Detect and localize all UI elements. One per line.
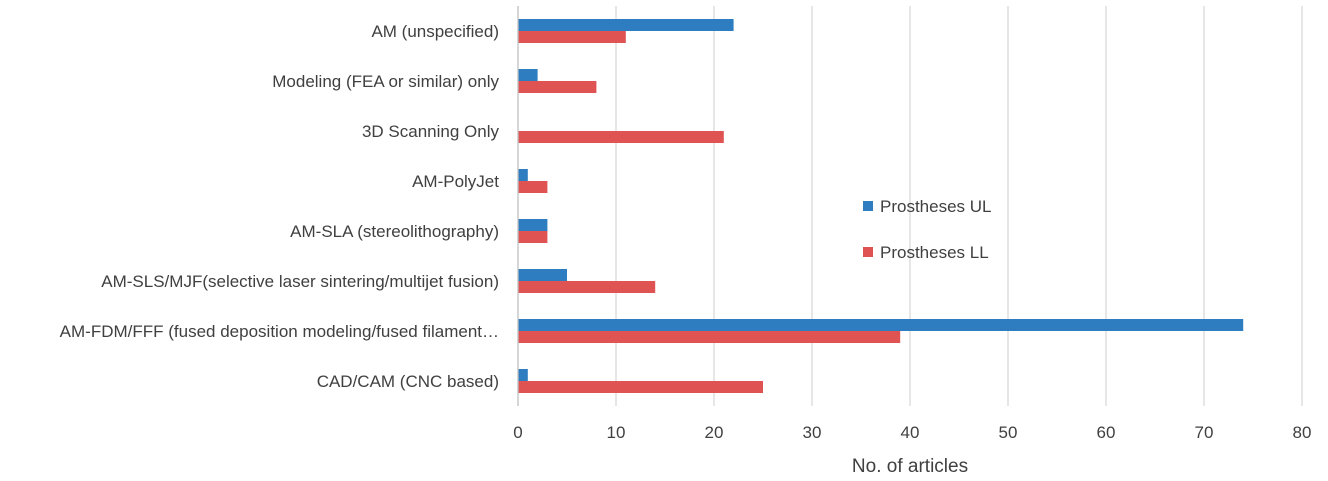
- legend: Prostheses UL Prostheses LL: [863, 197, 992, 262]
- category-label: 3D Scanning Only: [362, 122, 500, 141]
- bar-ll: [518, 31, 626, 43]
- x-tick-label: 50: [999, 423, 1018, 442]
- bar-ll: [518, 281, 656, 293]
- legend-label: Prostheses LL: [880, 243, 989, 262]
- gridlines: [615, 6, 1303, 406]
- bar-ll: [518, 381, 763, 393]
- category-label: Modeling (FEA or similar) only: [272, 72, 499, 91]
- bar-ul: [518, 69, 538, 81]
- category-label: CAD/CAM (CNC based): [317, 372, 499, 391]
- category-label: AM-FDM/FFF (fused deposition modeling/fu…: [60, 322, 499, 341]
- bar-ll: [518, 331, 901, 343]
- category-label: AM-SLA (stereolithography): [290, 222, 499, 241]
- x-tick-labels: 0 10 20 30 40 50 60 70 80: [513, 423, 1311, 442]
- bars: [518, 19, 1244, 393]
- category-label: AM-SLS/MJF(selective laser sintering/mul…: [101, 272, 499, 291]
- x-tick-label: 80: [1293, 423, 1312, 442]
- bar-ll: [518, 231, 548, 243]
- x-tick-label: 0: [513, 423, 522, 442]
- x-tick-label: 60: [1097, 423, 1116, 442]
- bar-ll: [518, 131, 724, 143]
- category-labels: AM (unspecified) Modeling (FEA or similar…: [60, 22, 500, 391]
- x-axis-title: No. of articles: [852, 456, 968, 477]
- bar-ll: [518, 81, 597, 93]
- legend-swatch: [863, 201, 873, 211]
- bar-ul: [518, 169, 528, 181]
- bar-ul: [518, 369, 528, 381]
- bar-ul: [518, 219, 548, 231]
- x-tick-label: 10: [607, 423, 626, 442]
- x-tick-label: 20: [705, 423, 724, 442]
- bar-ul: [518, 319, 1244, 331]
- bar-ll: [518, 181, 548, 193]
- bar-ul: [518, 19, 734, 31]
- x-tick-label: 40: [901, 423, 920, 442]
- x-tick-label: 30: [803, 423, 822, 442]
- legend-swatch: [863, 247, 873, 257]
- bar-ul: [518, 269, 567, 281]
- x-tick-label: 70: [1195, 423, 1214, 442]
- legend-label: Prostheses UL: [880, 197, 992, 216]
- category-label: AM-PolyJet: [412, 172, 499, 191]
- category-label: AM (unspecified): [371, 22, 499, 41]
